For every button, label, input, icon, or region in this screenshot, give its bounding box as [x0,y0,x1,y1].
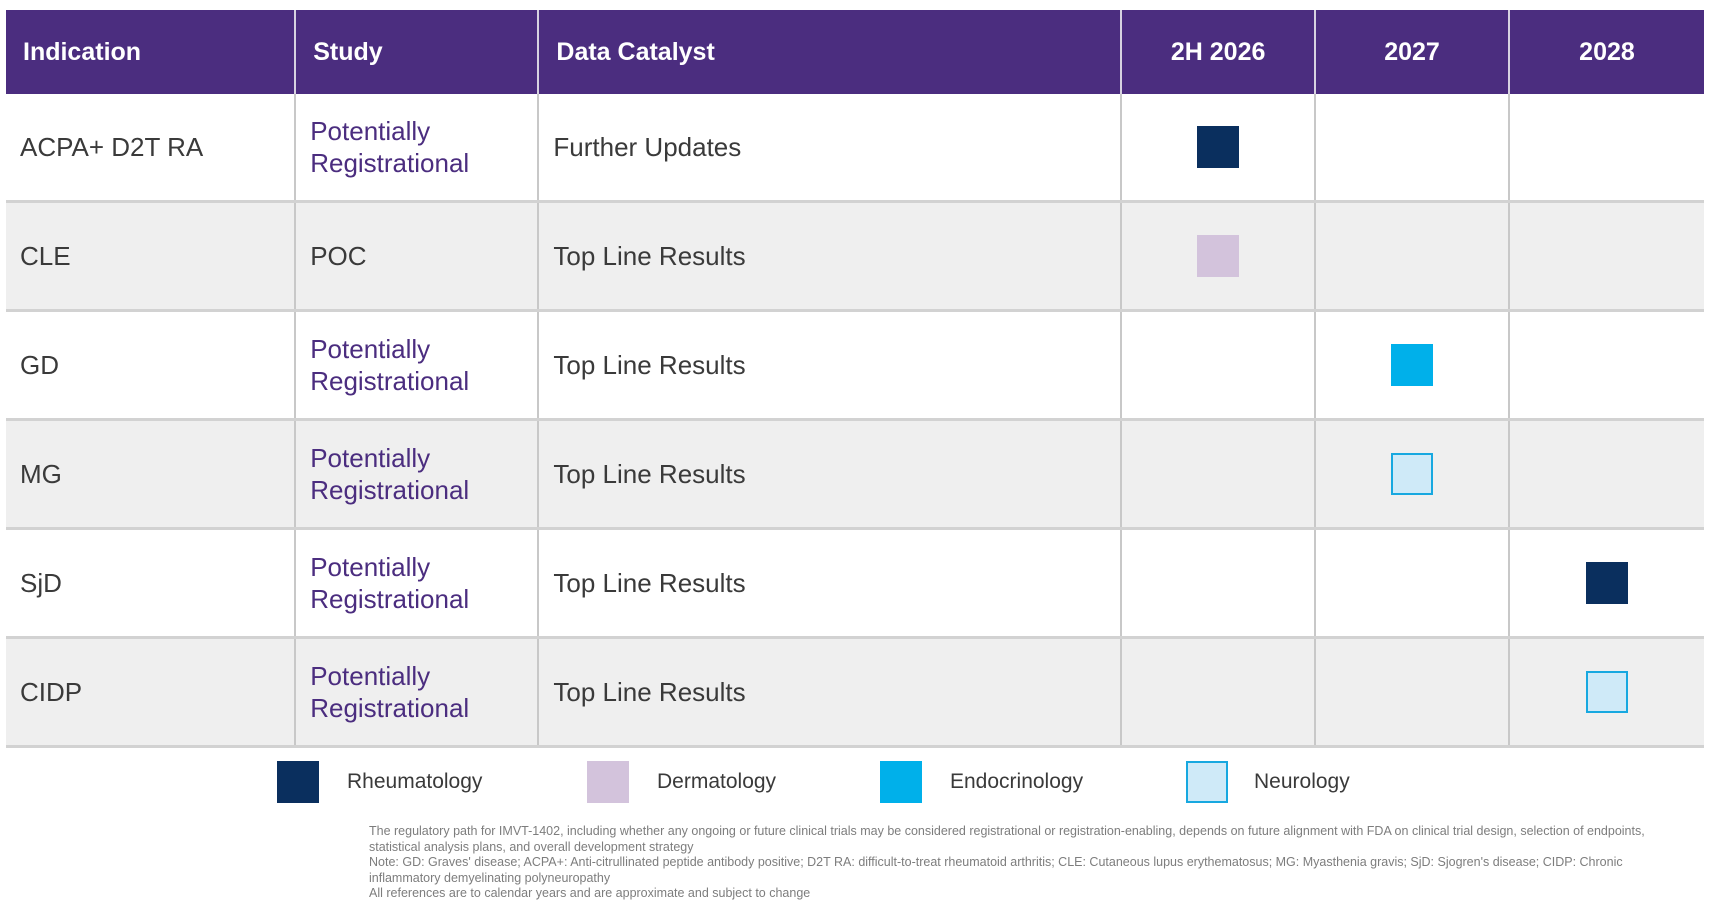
legend-item-dermatology: Dermatology [587,760,776,804]
indication-cell: CLE [6,201,297,312]
header-year-2027: 2027 [1315,10,1510,94]
table-row: CIDP Potentially Registrational Top Line… [6,637,1704,748]
year-cell-2027 [1315,310,1510,421]
year-cell-2h-2026 [1121,94,1317,203]
catalyst-cell: Further Updates [538,94,1123,203]
table-row: SjD Potentially Registrational Top Line … [6,528,1704,639]
header-study: Study [295,10,540,94]
neurology-square-icon [1585,671,1628,713]
indication-cell: CIDP [6,637,297,748]
endocrinology-square-icon [1391,344,1434,386]
indication-cell: GD [6,310,297,421]
catalyst-cell: Top Line Results [538,310,1123,421]
year-cell-2028 [1508,637,1704,748]
catalyst-cell: Top Line Results [538,419,1123,530]
header-year-2028: 2028 [1508,10,1704,94]
year-cell-2028 [1508,528,1704,639]
rheumatology-square-icon [277,761,319,803]
calendar-note: All references are to calendar years and… [369,886,811,900]
table-row: CLE POC Top Line Results [6,201,1704,312]
indication-cell: ACPA+ D2T RA [6,94,297,203]
catalyst-cell: Top Line Results [538,637,1123,748]
legend-item-neurology: Neurology [1186,760,1350,804]
footnotes: The regulatory path for IMVT-1402, inclu… [369,824,1669,902]
year-cell-2028 [1508,94,1704,203]
year-cell-2028 [1508,310,1704,421]
catalyst-timeline-table: Indication Study Data Catalyst 2H 2026 2… [6,10,1704,748]
neurology-square-icon [1391,453,1434,495]
indication-cell: MG [6,419,297,530]
year-cell-2h-2026 [1121,310,1317,421]
header-data-catalyst: Data Catalyst [538,10,1123,94]
study-cell: Potentially Registrational [295,94,540,203]
header-year-2h-2026: 2H 2026 [1121,10,1317,94]
legend-label: Neurology [1254,770,1350,793]
legend: Rheumatology Dermatology Endocrinology N… [0,760,1710,804]
year-cell-2h-2026 [1121,637,1317,748]
catalyst-cell: Top Line Results [538,528,1123,639]
table-row: ACPA+ D2T RA Potentially Registrational … [6,94,1704,203]
neurology-square-icon [1186,761,1228,803]
table-row: GD Potentially Registrational Top Line R… [6,310,1704,421]
year-cell-2027 [1315,528,1510,639]
year-cell-2028 [1508,201,1704,312]
legend-label: Dermatology [657,770,777,793]
header-indication: Indication [6,10,297,94]
rheumatology-square-icon [1585,562,1628,604]
indication-cell: SjD [6,528,297,639]
study-cell: POC [295,201,540,312]
year-cell-2h-2026 [1121,419,1317,530]
year-cell-2027 [1315,637,1510,748]
year-cell-2027 [1315,201,1510,312]
dermatology-square-icon [587,761,629,803]
abbreviations-note: Note: GD: Graves' disease; ACPA+: Anti-c… [369,855,1623,885]
legend-item-endocrinology: Endocrinology [880,760,1083,804]
year-cell-2027 [1315,419,1510,530]
table-row: MG Potentially Registrational Top Line R… [6,419,1704,530]
regulatory-disclaimer: The regulatory path for IMVT-1402, inclu… [369,824,1645,854]
rheumatology-square-icon [1197,126,1240,168]
legend-item-rheumatology: Rheumatology [277,760,482,804]
year-cell-2h-2026 [1121,201,1317,312]
legend-label: Rheumatology [347,770,483,793]
study-cell: Potentially Registrational [295,637,540,748]
dermatology-square-icon [1197,235,1240,277]
study-cell: Potentially Registrational [295,419,540,530]
endocrinology-square-icon [880,761,922,803]
year-cell-2h-2026 [1121,528,1317,639]
table-header-row: Indication Study Data Catalyst 2H 2026 2… [6,10,1704,94]
study-cell: Potentially Registrational [295,310,540,421]
legend-label: Endocrinology [950,770,1084,793]
year-cell-2027 [1315,94,1510,203]
study-cell: Potentially Registrational [295,528,540,639]
year-cell-2028 [1508,419,1704,530]
catalyst-cell: Top Line Results [538,201,1123,312]
